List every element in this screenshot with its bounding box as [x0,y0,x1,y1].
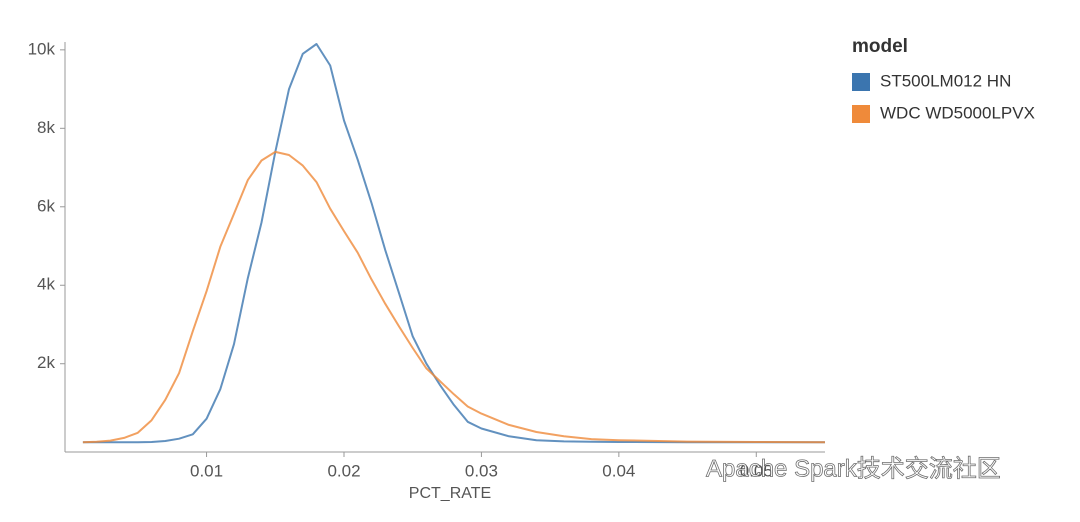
x-tick-label: 0.05 [740,461,773,480]
x-tick-label: 0.03 [465,461,498,480]
legend-label: WDC WD5000LPVX [880,103,1035,122]
watermark: Apache Spark技术交流社区 [706,455,1001,482]
y-tick-label: 4k [37,275,55,294]
y-tick-label: 6k [37,196,55,215]
y-tick-label: 10k [28,39,56,58]
series-line [82,150,826,444]
y-tick-label: 2k [37,353,55,372]
legend-swatch [852,105,870,123]
x-tick-label: 0.01 [190,461,223,480]
legend-label: ST500LM012 HN [880,71,1011,90]
x-tick-label: 0.02 [327,461,360,480]
x-tick-label: 0.04 [602,461,635,480]
series-line [82,43,825,444]
legend-swatch [852,73,870,91]
y-tick-label: 8k [37,118,55,137]
legend-title: model [852,36,908,57]
x-axis-label: PCT_RATE [409,485,491,502]
